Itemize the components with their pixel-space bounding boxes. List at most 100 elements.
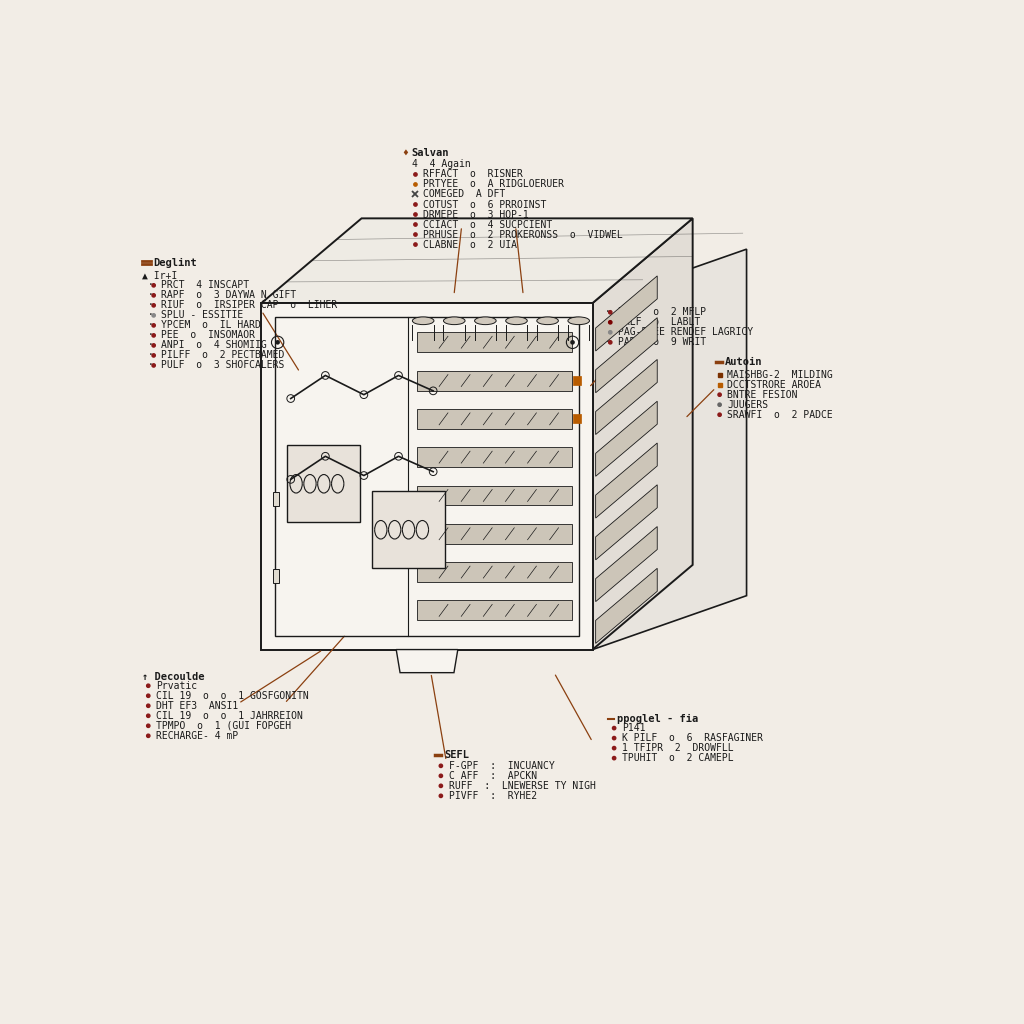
Text: ·: · <box>599 307 610 317</box>
Bar <box>273 493 280 506</box>
Ellipse shape <box>506 316 527 325</box>
Text: RIUF  o  IRSIPER CAP  o  LIHER: RIUF o IRSIPER CAP o LIHER <box>162 300 338 310</box>
Bar <box>287 445 360 522</box>
Circle shape <box>152 364 156 367</box>
Polygon shape <box>261 303 593 649</box>
Polygon shape <box>596 401 657 476</box>
Circle shape <box>414 223 417 226</box>
Circle shape <box>146 684 150 687</box>
Text: C AFF  :  APCKN: C AFF : APCKN <box>449 771 537 781</box>
Text: TPMPO  o  1 (GUI FOPGEH: TPMPO o 1 (GUI FOPGEH <box>156 721 291 731</box>
Text: ↑ Decoulde: ↑ Decoulde <box>142 672 205 682</box>
Polygon shape <box>417 485 571 506</box>
Circle shape <box>414 203 417 206</box>
Polygon shape <box>417 562 571 582</box>
Bar <box>573 376 581 385</box>
Text: PRTYEE  o  A RIDGLOERUER: PRTYEE o A RIDGLOERUER <box>423 179 564 189</box>
Text: ·: · <box>599 337 610 347</box>
Ellipse shape <box>413 316 434 325</box>
Text: CCIACT  o  4 SUCPCIENT: CCIACT o 4 SUCPCIENT <box>423 219 552 229</box>
Circle shape <box>612 757 615 760</box>
Ellipse shape <box>568 316 590 325</box>
Polygon shape <box>596 568 657 643</box>
Circle shape <box>146 705 150 708</box>
Text: PALF  o  2 MFLP: PALF o 2 MFLP <box>617 307 707 317</box>
Polygon shape <box>596 359 657 434</box>
Polygon shape <box>261 218 692 303</box>
Text: ·: · <box>599 317 610 328</box>
Polygon shape <box>596 275 657 351</box>
Circle shape <box>146 734 150 737</box>
Circle shape <box>152 284 156 287</box>
Circle shape <box>146 714 150 718</box>
Text: PILFF  o  2 PECTBAMED: PILFF o 2 PECTBAMED <box>162 350 285 360</box>
Polygon shape <box>417 332 571 352</box>
Text: ·: · <box>142 321 154 331</box>
Circle shape <box>152 294 156 297</box>
Text: DRMEPE  o  3 HOP-1: DRMEPE o 3 HOP-1 <box>423 210 529 219</box>
Text: SEFL: SEFL <box>444 750 469 760</box>
Circle shape <box>152 313 156 317</box>
Text: Deglint: Deglint <box>154 258 198 268</box>
Text: CIL 19  o  o  1 GOSFGONITN: CIL 19 o o 1 GOSFGONITN <box>156 691 308 700</box>
Ellipse shape <box>443 316 465 325</box>
Circle shape <box>608 341 612 344</box>
Polygon shape <box>417 447 571 467</box>
Polygon shape <box>396 649 458 673</box>
Text: ·: · <box>142 300 154 310</box>
Polygon shape <box>417 371 571 390</box>
Text: K PILF  o  6  RASFAGINER: K PILF o 6 RASFAGINER <box>622 733 763 743</box>
Polygon shape <box>596 317 657 393</box>
Text: ·: · <box>142 360 154 371</box>
Text: JUUGERS: JUUGERS <box>727 399 768 410</box>
Text: P141: P141 <box>622 723 645 733</box>
Text: MAISHBG-2  MILDING: MAISHBG-2 MILDING <box>727 370 834 380</box>
Text: PRHUSE  o  2 PROKERONSS  o  VIDWEL: PRHUSE o 2 PROKERONSS o VIDWEL <box>423 229 623 240</box>
Circle shape <box>414 232 417 237</box>
Text: SRAWFI  o  2 PADCE: SRAWFI o 2 PADCE <box>727 410 834 420</box>
Circle shape <box>718 403 721 407</box>
Ellipse shape <box>474 316 497 325</box>
Text: ·: · <box>142 281 154 291</box>
Circle shape <box>718 413 721 417</box>
Text: PEE  o  INSOMAOR: PEE o INSOMAOR <box>162 331 255 340</box>
Polygon shape <box>596 526 657 602</box>
Text: PARS  o  9 WRIT: PARS o 9 WRIT <box>617 337 707 347</box>
Text: Autoin: Autoin <box>725 357 763 368</box>
Text: DHT EF3  ANSI1: DHT EF3 ANSI1 <box>156 700 239 711</box>
Text: ·: · <box>142 291 154 300</box>
Circle shape <box>152 304 156 307</box>
Polygon shape <box>596 484 657 560</box>
Text: ·: · <box>142 310 154 321</box>
Text: RUFF  :  LNEWERSE TY NIGH: RUFF : LNEWERSE TY NIGH <box>449 781 595 791</box>
Circle shape <box>146 694 150 697</box>
Bar <box>372 492 444 568</box>
Text: PIVFF  :  RYHE2: PIVFF : RYHE2 <box>449 791 537 801</box>
Text: Prvatic: Prvatic <box>156 681 197 691</box>
Text: RECHARGE- 4 mP: RECHARGE- 4 mP <box>156 731 239 740</box>
Bar <box>573 415 581 424</box>
Circle shape <box>612 736 615 739</box>
Text: ·: · <box>142 350 154 360</box>
Text: ▲ Ir+I: ▲ Ir+I <box>142 270 177 281</box>
Text: F-GPF  :  INCUANCY: F-GPF : INCUANCY <box>449 761 554 771</box>
Polygon shape <box>593 249 746 649</box>
Circle shape <box>414 183 417 186</box>
Text: ANPI  o  4 SHOMIIG: ANPI o 4 SHOMIIG <box>162 340 267 350</box>
Text: 4  4 Again: 4 4 Again <box>412 159 470 169</box>
Text: CIL 19  o  o  1 JAHRREION: CIL 19 o o 1 JAHRREION <box>156 711 303 721</box>
Text: Salvan: Salvan <box>412 147 450 158</box>
Text: PAG-PUEE RENDEF LAGRICY: PAG-PUEE RENDEF LAGRICY <box>617 328 753 337</box>
Polygon shape <box>417 600 571 621</box>
Polygon shape <box>417 409 571 429</box>
Circle shape <box>612 726 615 730</box>
Circle shape <box>414 243 417 246</box>
Text: RAPF  o  3 DAYWA N GIFT: RAPF o 3 DAYWA N GIFT <box>162 291 297 300</box>
Ellipse shape <box>537 316 558 325</box>
Circle shape <box>414 173 417 176</box>
Circle shape <box>152 324 156 327</box>
Text: RFFACT  o  RISNER: RFFACT o RISNER <box>423 169 523 179</box>
Text: CLABNE  o  2 UIA: CLABNE o 2 UIA <box>423 240 517 250</box>
Circle shape <box>414 213 417 216</box>
Circle shape <box>570 340 574 345</box>
